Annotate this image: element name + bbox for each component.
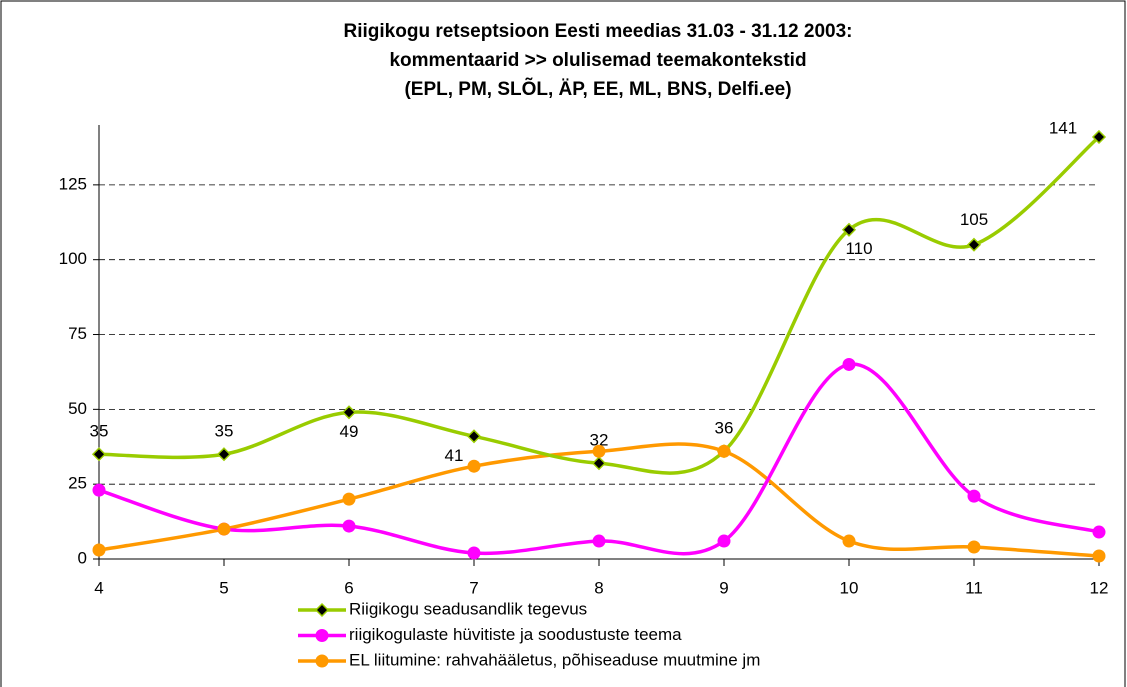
marker <box>966 237 982 252</box>
y-tick-label: 50 <box>68 399 87 418</box>
marker <box>592 534 606 548</box>
y-tick-label: 0 <box>78 548 87 567</box>
y-tick-label: 75 <box>68 324 87 343</box>
marker <box>342 519 356 533</box>
marker <box>967 489 981 503</box>
series-line <box>98 135 1101 475</box>
marker <box>466 429 482 444</box>
x-tick-label: 11 <box>965 578 983 597</box>
legend-marker <box>315 629 329 642</box>
data-label: 35 <box>215 422 234 441</box>
marker <box>1091 129 1107 145</box>
x-tick-label: 5 <box>219 578 228 597</box>
data-label: 49 <box>340 422 359 441</box>
marker <box>342 492 356 506</box>
data-label: 32 <box>590 431 609 450</box>
series-line <box>98 362 1100 556</box>
data-label: 105 <box>960 210 988 229</box>
marker <box>842 357 856 371</box>
marker <box>467 459 481 473</box>
y-tick-label: 125 <box>59 174 87 193</box>
marker <box>1092 549 1106 563</box>
marker <box>92 483 106 497</box>
marker <box>341 405 357 420</box>
legend-marker <box>314 602 330 618</box>
y-tick-label: 25 <box>68 474 87 493</box>
marker <box>717 534 731 548</box>
chart-title: (EPL, PM, SLÕL, ÄP, EE, ML, BNS, Delfi.e… <box>404 78 791 100</box>
marker <box>842 534 856 548</box>
data-label: 110 <box>845 239 872 258</box>
marker <box>92 543 106 557</box>
chart-title: kommentaarid >> olulisemad teemakontekst… <box>389 50 806 71</box>
data-label: 36 <box>715 419 734 438</box>
legend-label: Riigikogu seadusandlik tegevus <box>349 599 587 618</box>
marker <box>967 540 981 554</box>
marker <box>216 447 232 462</box>
x-tick-label: 4 <box>94 578 103 597</box>
marker <box>841 222 857 237</box>
marker <box>592 444 606 458</box>
legend-label: EL liitumine: rahvahääletus, põhiseaduse… <box>349 650 760 669</box>
marker <box>91 447 107 462</box>
legend-marker <box>315 654 329 668</box>
marker <box>1092 525 1106 539</box>
data-label: 141 <box>1049 118 1077 137</box>
legend-label: riigikogulaste hüvitiste ja soodustuste … <box>349 625 682 644</box>
marker <box>467 546 481 560</box>
x-tick-label: 12 <box>1090 578 1109 597</box>
data-label: 41 <box>445 446 464 465</box>
x-tick-label: 8 <box>594 578 603 597</box>
marker <box>717 444 731 458</box>
marker <box>217 522 231 536</box>
data-label: 35 <box>90 422 109 441</box>
x-tick-label: 9 <box>719 578 728 597</box>
x-tick-label: 7 <box>469 578 478 597</box>
y-tick-label: 100 <box>59 249 87 268</box>
chart-title: Riigikogu retseptsioon Eesti meedias 31.… <box>344 21 853 42</box>
marker <box>591 456 607 471</box>
x-tick-label: 6 <box>344 578 353 597</box>
x-tick-label: 10 <box>840 578 859 597</box>
